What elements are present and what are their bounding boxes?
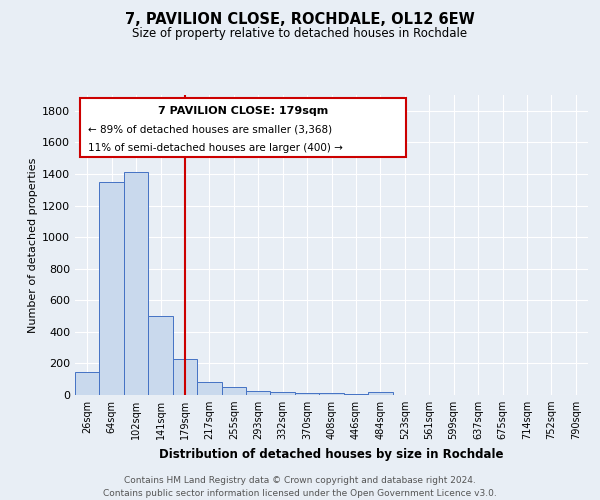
Bar <box>295 394 319 395</box>
Bar <box>271 392 295 395</box>
Bar <box>148 316 173 395</box>
Bar <box>100 182 124 395</box>
Bar <box>246 390 271 395</box>
Bar <box>344 394 368 395</box>
Bar <box>75 372 100 395</box>
Bar <box>124 172 148 395</box>
Y-axis label: Number of detached properties: Number of detached properties <box>28 158 38 332</box>
Text: 11% of semi-detached houses are larger (400) →: 11% of semi-detached houses are larger (… <box>88 142 343 152</box>
X-axis label: Distribution of detached houses by size in Rochdale: Distribution of detached houses by size … <box>159 448 504 460</box>
Bar <box>173 360 197 395</box>
FancyBboxPatch shape <box>80 98 406 156</box>
Bar <box>319 392 344 395</box>
Text: 7, PAVILION CLOSE, ROCHDALE, OL12 6EW: 7, PAVILION CLOSE, ROCHDALE, OL12 6EW <box>125 12 475 28</box>
Text: Contains HM Land Registry data © Crown copyright and database right 2024.
Contai: Contains HM Land Registry data © Crown c… <box>103 476 497 498</box>
Text: Size of property relative to detached houses in Rochdale: Size of property relative to detached ho… <box>133 28 467 40</box>
Text: 7 PAVILION CLOSE: 179sqm: 7 PAVILION CLOSE: 179sqm <box>158 106 328 116</box>
Bar <box>221 388 246 395</box>
Bar <box>368 392 392 395</box>
Text: ← 89% of detached houses are smaller (3,368): ← 89% of detached houses are smaller (3,… <box>88 124 332 134</box>
Bar <box>197 382 221 395</box>
